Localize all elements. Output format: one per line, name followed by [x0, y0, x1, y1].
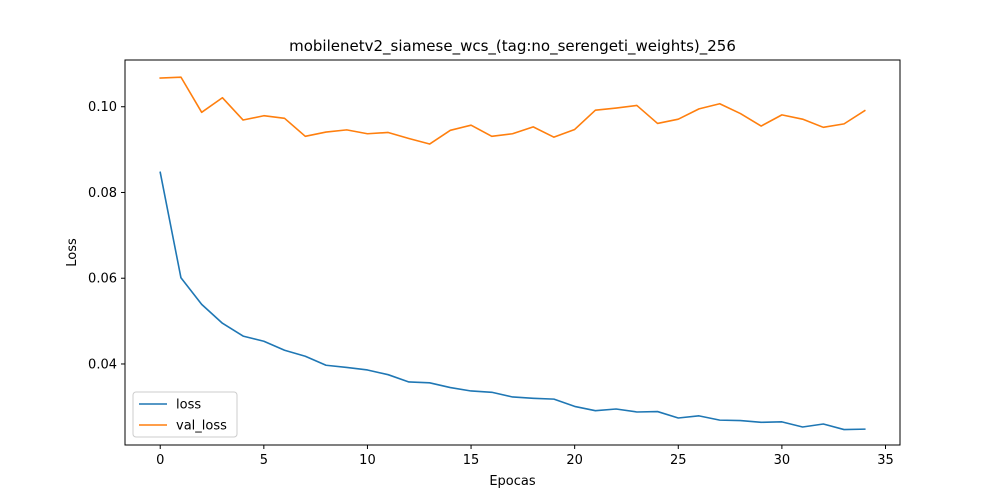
plot-frame [124, 59, 901, 446]
x-tick-label: 15 [463, 453, 480, 468]
x-tick-label: 5 [260, 453, 268, 468]
y-axis: 0.04 0.06 0.08 0.10 [88, 100, 125, 372]
x-tick-label: 20 [566, 453, 583, 468]
y-axis-title: Loss [65, 238, 80, 267]
chart-title: mobilenetv2_siamese_wcs_(tag:no_serenget… [289, 37, 736, 56]
y-tick-label: 0.06 [88, 272, 117, 287]
plot-area [124, 59, 901, 446]
x-axis-title: Epocas [489, 474, 536, 489]
legend: loss val_loss [132, 391, 238, 438]
x-tick-label: 0 [156, 453, 164, 468]
x-tick-label: 35 [877, 453, 894, 468]
series-line-loss [159, 171, 866, 431]
x-tick-label: 10 [359, 453, 376, 468]
y-tick-label: 0.10 [88, 100, 117, 115]
x-tick-label: 30 [774, 453, 791, 468]
legend-label-loss: loss [176, 398, 201, 413]
series-line-val-loss [159, 76, 866, 145]
y-tick-label: 0.04 [88, 357, 117, 372]
y-tick-label: 0.08 [88, 186, 117, 201]
x-axis: 0 5 10 15 20 25 30 35 [156, 445, 894, 468]
legend-label-val-loss: val_loss [176, 419, 227, 434]
x-tick-label: 25 [670, 453, 687, 468]
